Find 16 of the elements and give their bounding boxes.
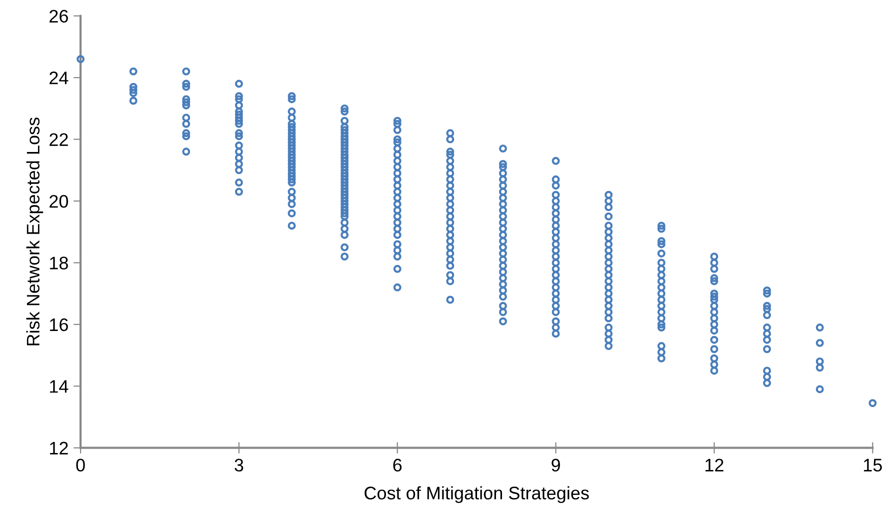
y-axis-title: Risk Network Expected Loss — [26, 118, 44, 346]
y-tick-label: 24 — [50, 72, 68, 84]
y-tick-label: 22 — [50, 133, 68, 146]
x-axis-title: Cost of Mitigation Strategies — [364, 486, 589, 504]
x-tick-label: 9 — [552, 458, 560, 472]
x-tick-label: 3 — [234, 458, 244, 472]
y-tick-label: 14 — [50, 380, 68, 393]
y-tick-label: 20 — [50, 194, 68, 208]
y-tick-label: 26 — [50, 10, 68, 23]
x-tick-label: 15 — [864, 458, 882, 472]
x-tick-label: 6 — [393, 458, 402, 472]
x-tick-label: 12 — [706, 458, 724, 472]
y-tick-label: 16 — [50, 318, 68, 332]
y-tick-label: 18 — [50, 256, 68, 270]
y-tick-label: 12 — [50, 442, 68, 454]
x-tick-label: 0 — [76, 458, 85, 472]
